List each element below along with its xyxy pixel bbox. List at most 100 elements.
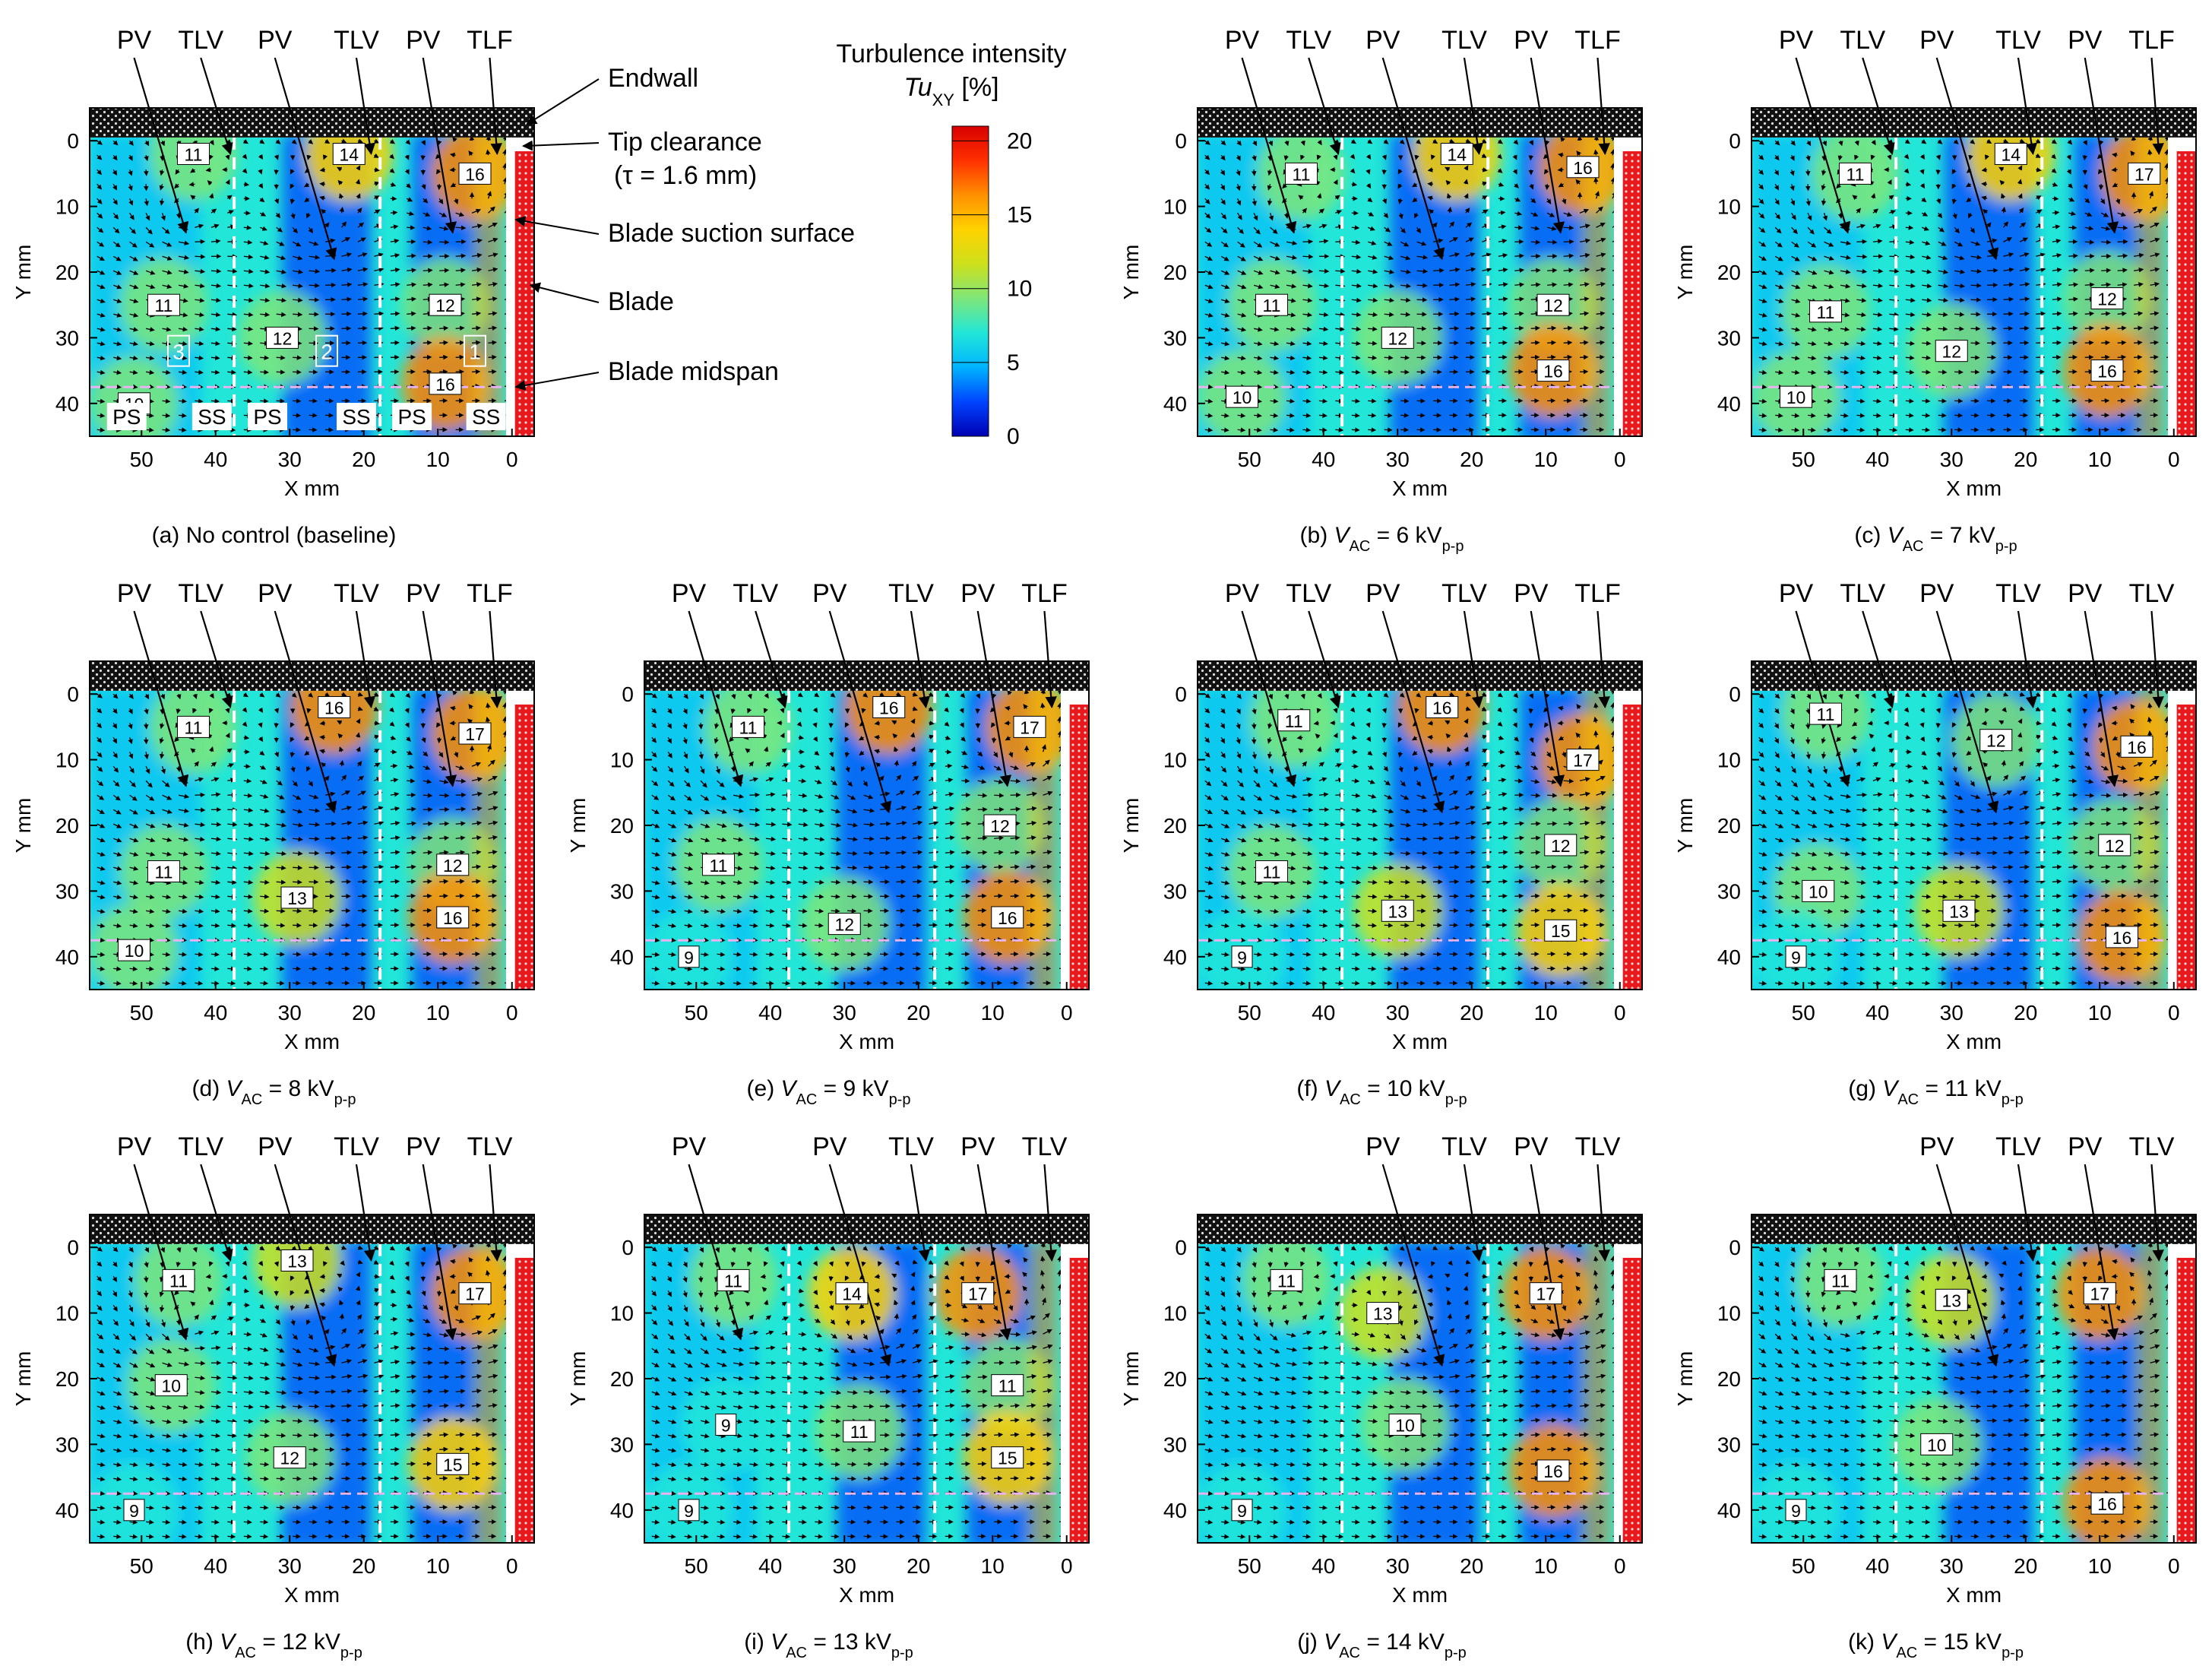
blade (2176, 1258, 2196, 1543)
x-axis-label: X mm (1392, 1583, 1448, 1607)
x-tick-label: 20 (1460, 448, 1483, 471)
x-tick-label: 50 (130, 1001, 153, 1025)
value-label: 16 (435, 375, 455, 394)
x-tick-label: 20 (907, 1554, 930, 1578)
vortex-label: TLV (1286, 26, 1331, 55)
value-label: 16 (443, 908, 463, 928)
x-axis-label: X mm (284, 1583, 340, 1607)
vortex-label: TLV (1441, 1132, 1487, 1161)
vortex-label: PV (1779, 579, 1814, 608)
value-label: 9 (129, 1501, 139, 1521)
y-tick-label: 40 (610, 945, 634, 969)
panel-caption: (j) VAC = 14 kVp-p (1297, 1629, 1467, 1661)
x-tick-label: 0 (1614, 1001, 1626, 1025)
panel-f: 50 40 30 20 10 0 0 10 20 30 40 X mm Y mm PV TLV PV TLV PV… (1119, 579, 1643, 1108)
value-label: 16 (2097, 1494, 2117, 1514)
value-label: 16 (2127, 737, 2147, 757)
x-tick-label: 20 (907, 1001, 930, 1025)
vortex-label: TLV (1995, 579, 2041, 608)
vortex-label: TLV (178, 579, 223, 608)
vortex-label: PV (672, 1132, 707, 1161)
x-tick-label: 20 (352, 1554, 375, 1578)
vortex-label: TLV (178, 1132, 223, 1161)
value-label: 10 (1233, 388, 1252, 407)
x-tick-label: 30 (278, 448, 302, 471)
side-annotation: Blade (608, 287, 674, 316)
vortex-label: PV (812, 579, 847, 608)
value-label: 11 (1285, 711, 1303, 731)
side-annotation: Blade suction surface (608, 219, 855, 248)
vortex-label: TLV (1441, 579, 1487, 608)
x-tick-label: 30 (1940, 448, 1964, 471)
vortex-label: TLV (334, 26, 379, 55)
x-tick-label: 10 (426, 448, 450, 471)
tu-field (1752, 1243, 2168, 1543)
y-axis-label: Y mm (11, 245, 35, 300)
y-tick-label: 30 (1717, 326, 1741, 350)
y-tick-label: 30 (610, 879, 634, 903)
value-label: 12 (280, 1449, 299, 1468)
y-tick-label: 20 (1163, 814, 1187, 838)
value-label: 11 (1293, 164, 1311, 184)
panel-b: 50 40 30 20 10 0 0 10 20 30 40 X mm Y mm PV TLV PV TLV PV… (1119, 26, 1643, 555)
x-tick-label: 0 (2168, 1001, 2180, 1025)
value-label: 9 (1791, 948, 1801, 968)
y-axis-label: Y mm (566, 1351, 590, 1407)
y-axis-label: Y mm (11, 798, 35, 854)
vortex-label: PV (812, 1132, 847, 1161)
value-label: 11 (185, 144, 203, 164)
value-label: 16 (1543, 362, 1563, 382)
y-tick-label: 10 (610, 1302, 634, 1325)
value-label: 11 (998, 1376, 1017, 1396)
value-label: 14 (1447, 144, 1467, 164)
value-label: 14 (2001, 144, 2021, 164)
x-tick-label: 30 (278, 1554, 302, 1578)
value-label: 16 (1573, 158, 1593, 178)
x-tick-label: 50 (1238, 448, 1261, 471)
vortex-label: PV (2068, 26, 2103, 55)
y-tick-label: 20 (1717, 261, 1741, 284)
x-tick-label: 30 (1386, 1001, 1410, 1025)
value-label: 16 (879, 698, 899, 717)
x-tick-label: 40 (758, 1554, 782, 1578)
x-tick-label: 50 (1238, 1554, 1261, 1578)
vortex-label: PV (258, 26, 293, 55)
vortex-label: TLV (733, 579, 778, 608)
y-axis-label: Y mm (1673, 245, 1697, 300)
blade (514, 151, 534, 437)
side-annotation: Blade midspan (608, 357, 779, 386)
vortex-label: TLF (2128, 26, 2174, 55)
vortex-label: PV (117, 26, 152, 55)
x-tick-label: 40 (1312, 1554, 1335, 1578)
y-axis-label: Y mm (1119, 1351, 1143, 1407)
y-tick-label: 20 (610, 814, 634, 838)
panel-caption: (a) No control (baseline) (152, 523, 397, 548)
x-tick-label: 0 (1614, 448, 1626, 471)
panel-caption: (i) VAC = 13 kVp-p (744, 1629, 913, 1661)
blade (514, 1258, 534, 1543)
value-label: 10 (1927, 1435, 1947, 1455)
y-tick-label: 10 (1163, 749, 1187, 772)
y-tick-label: 20 (1163, 1367, 1187, 1391)
value-label: 12 (1941, 342, 1961, 362)
x-tick-label: 20 (2014, 448, 2037, 471)
vortex-label: TLV (2129, 579, 2175, 608)
y-tick-label: 10 (1717, 195, 1741, 219)
panel-caption: (e) VAC = 9 kVp-p (747, 1076, 911, 1108)
x-tick-label: 50 (1792, 1554, 1815, 1578)
value-label: 9 (1237, 948, 1247, 968)
value-label: 10 (125, 941, 144, 961)
x-tick-label: 20 (2014, 1554, 2037, 1578)
annotation-group: Endwall Tip clearance (τ = 1.6 mm) Blade su… (514, 64, 855, 391)
vortex-label: PV (1779, 26, 1814, 55)
y-tick-label: 0 (67, 129, 79, 153)
x-tick-label: 50 (1238, 1001, 1261, 1025)
side-annotation-arrow (526, 78, 600, 125)
side-label: SS (198, 405, 226, 429)
vortex-label: TLV (467, 1132, 513, 1161)
value-label: 11 (185, 717, 203, 737)
y-tick-label: 20 (1163, 261, 1187, 284)
value-label: 17 (465, 1284, 485, 1304)
y-tick-label: 0 (67, 1236, 79, 1259)
vortex-label: TLV (1840, 26, 1885, 55)
